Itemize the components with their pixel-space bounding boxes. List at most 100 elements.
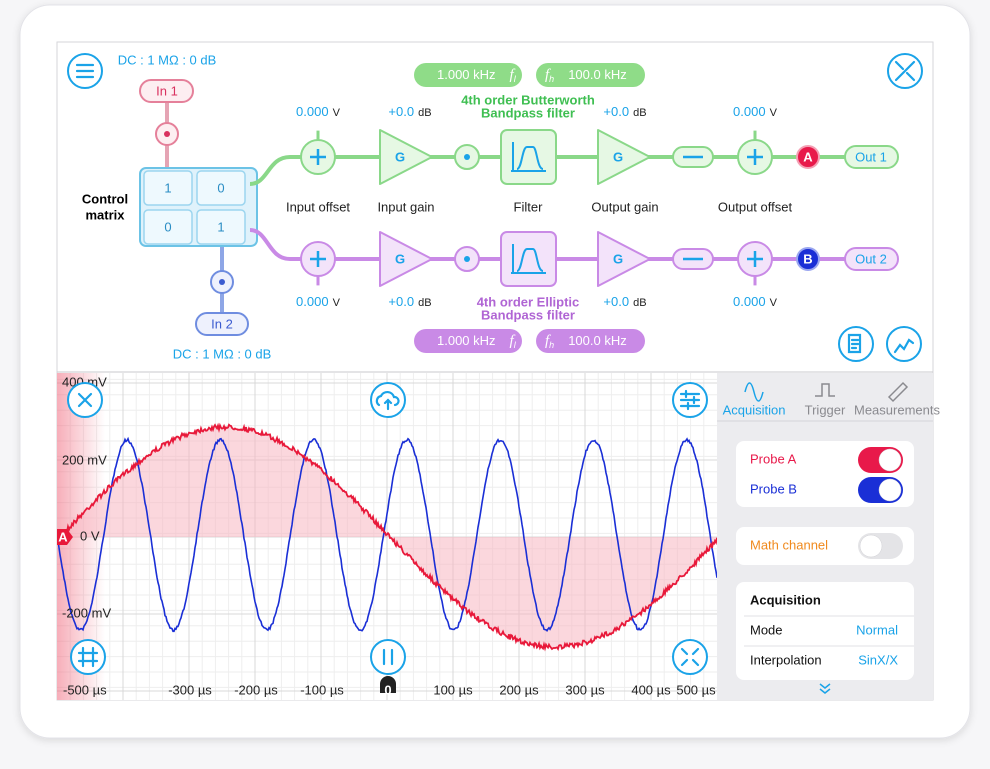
y-axis-label: 0 V [80,528,100,543]
probe-a-area [57,424,717,649]
gain-block[interactable] [597,231,651,287]
tab-label[interactable]: Measurements [854,402,940,417]
subscript: h [549,340,554,350]
controls-button[interactable] [672,382,708,418]
filter-block[interactable] [500,231,557,287]
low-cutoff: 1.000 kHz fl [437,67,517,84]
value: +0.0 [603,104,629,119]
channel-marker: A [57,529,73,545]
probe-badge [796,145,820,169]
filter-name: 4th order Butterworth [461,92,595,107]
channel-row: G G B Out 2 0.000 V +0.0 dB +0.0 dB 0.000 V 4th orde… [249,228,899,353]
input-pill[interactable] [139,79,194,103]
matrix-cells: 1 0 0 1 [143,170,246,245]
parameter-value[interactable]: 0.000 V [733,294,778,309]
parameter-value[interactable]: 0.000 V [296,294,341,309]
parameter-value[interactable]: 0.000 V [733,104,778,119]
stage-label: Input gain [377,199,434,214]
parameter-value[interactable]: +0.0 dB [603,294,646,309]
low-cutoff: 1.000 kHz fl [437,333,517,350]
tab-icon[interactable] [744,382,764,402]
x-axis-label: 300 µs [565,682,605,697]
subscript: l [514,340,517,350]
gain-block[interactable] [597,129,651,185]
frequency-pill[interactable] [414,63,522,87]
node-dot [464,256,470,262]
tab-label[interactable]: Acquisition [723,402,786,417]
channels: G G A Out 1 0.000 V +0.0 dB +0.0 dB 0.000 V 4th orde… [249,63,899,353]
x-axis-label: -500 µs [63,682,107,697]
matrix-cell[interactable] [196,209,246,245]
probe-name: Probe B [750,481,797,496]
setting-value[interactable]: Normal [856,622,898,637]
symbol: f [510,67,516,83]
more-chevron[interactable] [819,683,831,694]
pause-button[interactable] [370,639,406,675]
chart-button[interactable] [886,326,922,362]
frequency-pill[interactable] [414,329,522,353]
input-coupling: DC : 1 MΩ : 0 dB [173,346,272,361]
gain-symbol: G [395,149,405,164]
settings-button[interactable] [887,53,923,89]
matrix-cell[interactable] [196,170,246,206]
parameter-value[interactable]: 0.000 V [296,104,341,119]
gain-block[interactable] [379,231,433,287]
toggle-knob [859,534,883,558]
input-coupling: DC : 1 MΩ : 0 dB [118,52,217,67]
setting-label: Mode [750,622,783,637]
unit: V [333,297,341,309]
matrix-cell[interactable] [143,209,193,245]
x-axis-label: -100 µs [300,682,344,697]
tab-icon[interactable] [815,383,835,397]
node-dot [219,279,225,285]
parameter-value[interactable]: +0.0 dB [388,104,431,119]
value: 0.000 [733,294,766,309]
x-axis-label: 100 µs [433,682,473,697]
value: +0.0 [388,294,414,309]
gain-block[interactable] [379,129,433,185]
output-pill[interactable] [844,145,899,169]
symbol: f [545,333,551,349]
output-pill[interactable] [844,247,899,271]
upload-button[interactable] [370,382,406,418]
output-label: Out 2 [855,251,887,266]
probe-badge [796,247,820,271]
stage-label: Output offset [718,199,793,214]
signal-wire [249,228,845,261]
filter-block[interactable] [500,129,557,185]
x-axis-label: 400 µs [631,682,671,697]
unit: dB [633,297,646,309]
gain-symbol: G [395,251,405,266]
grid-button[interactable] [70,639,106,675]
plus-icon [747,149,763,165]
expand-button[interactable] [672,639,708,675]
filter-name: 4th order Elliptic [477,294,580,309]
tab-icon[interactable] [887,381,909,403]
probe-letter: B [803,251,812,266]
menu-button[interactable] [67,53,103,89]
x-axis-label: -300 µs [168,682,212,697]
setting-value[interactable]: SinX/X [858,652,898,667]
x-axis-label: 500 µs [676,682,716,697]
matrix-value: 0 [217,180,224,195]
value: 100.0 kHz [568,67,627,82]
unit: V [770,297,778,309]
parameter-value[interactable]: +0.0 dB [603,104,646,119]
parameter-value[interactable]: +0.0 dB [388,294,431,309]
frequency-pill[interactable] [536,329,645,353]
probe-a-trace [57,422,717,652]
side-panel-content: Acquisition Trigger Measurements Probe A Pro… [717,381,940,694]
frequency-pill[interactable] [536,63,645,87]
high-cutoff: fh 100.0 kHz [545,333,627,350]
probe-name: Probe A [750,451,797,466]
notes-button[interactable] [838,326,874,362]
value: +0.0 [388,104,414,119]
math-channel-label: Math channel [750,537,828,552]
y-axis-label: 200 mV [62,452,107,467]
plus-icon [310,251,326,267]
matrix-cell[interactable] [143,170,193,206]
tab-label[interactable]: Trigger [805,402,846,417]
close-button[interactable] [67,382,103,418]
input-pill[interactable] [195,312,249,336]
